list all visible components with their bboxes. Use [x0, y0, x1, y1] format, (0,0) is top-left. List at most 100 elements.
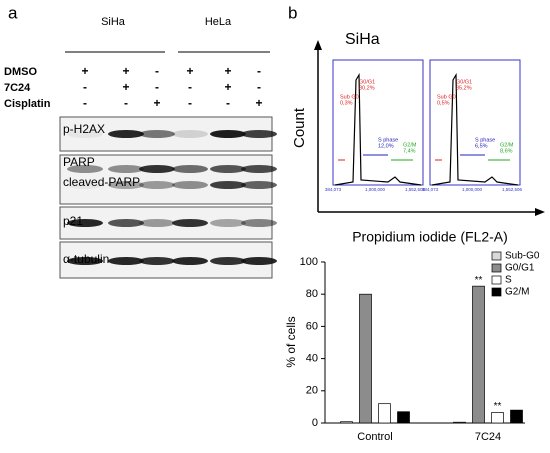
bar: [491, 412, 504, 424]
y-tick-label: 40: [306, 353, 318, 365]
legend-swatch: [491, 275, 502, 285]
treatment-label: DMSO: [4, 66, 37, 78]
bar: [359, 293, 372, 424]
blot-label: α-tubulin: [63, 252, 109, 266]
legend-swatch: [491, 263, 502, 273]
band: [241, 165, 277, 173]
y-tick-label: 60: [306, 320, 318, 332]
legend-label: G2/M: [505, 287, 529, 298]
legend-label: G0/G1: [505, 263, 535, 274]
band: [172, 181, 208, 189]
y-tick-label: 20: [306, 385, 318, 397]
flow-x-tick: 1,552,506: [502, 187, 523, 192]
treatment-sign: -: [124, 96, 128, 110]
band: [108, 181, 144, 189]
gate-value: 85,2%: [456, 85, 472, 91]
band: [67, 165, 103, 173]
treatment-sign: -: [188, 96, 192, 110]
treatment-label: 7C24: [4, 82, 31, 94]
arrow-head: [535, 208, 545, 216]
band: [172, 130, 208, 138]
gate-label: G0/G1: [359, 79, 375, 85]
x-tick-label: Control: [357, 431, 392, 443]
legend-swatch: [491, 287, 502, 297]
band: [241, 130, 277, 138]
flow-plot-frame: [332, 59, 424, 186]
y-axis-label: % of cells: [284, 316, 298, 367]
significance: **: [475, 275, 483, 286]
band: [172, 219, 208, 227]
flow-x-tick: 1,552,506: [405, 187, 426, 192]
treatment-sign: +: [122, 80, 129, 94]
band: [139, 165, 175, 173]
significance: **: [494, 401, 502, 412]
gate-label: G2/M: [403, 142, 417, 148]
band: [210, 165, 246, 173]
cell-line-label: HeLa: [205, 16, 232, 28]
flow-plot-frame: [429, 59, 521, 186]
bar: [472, 285, 485, 424]
bar: [453, 421, 466, 424]
blot-label: cleaved-PARP: [63, 175, 140, 189]
band: [241, 181, 277, 189]
treatment-sign: +: [81, 64, 88, 78]
treatment-sign: -: [83, 80, 87, 94]
y-tick-label: 80: [306, 288, 318, 300]
treatment-sign: -: [226, 96, 230, 110]
flow-x-tick: 384,073: [325, 187, 342, 192]
gate-value: 12,0%: [378, 143, 394, 149]
legend-label: Sub-G0: [505, 251, 540, 262]
x-tick-label: 7C24: [475, 431, 501, 443]
bar: [510, 409, 523, 424]
legend-label: S: [505, 275, 512, 286]
treatment-sign: +: [224, 64, 231, 78]
gate-label: Sub G0: [340, 94, 359, 100]
gate-value: 8,6%: [500, 148, 513, 154]
flow-ylabel: Count: [291, 107, 308, 148]
flow-x-tick: 1,000,000: [462, 187, 483, 192]
flow-xlabel: Propidium iodide (FL2-A): [352, 229, 508, 245]
treatment-sign: -: [257, 64, 261, 78]
flow-x-tick: 1,000,000: [365, 187, 386, 192]
y-tick-label: 100: [300, 256, 318, 268]
band: [172, 257, 208, 265]
band: [139, 181, 175, 189]
blot-label: p-H2AX: [63, 122, 105, 136]
band: [241, 257, 277, 265]
band: [67, 181, 103, 189]
treatment-sign: -: [83, 96, 87, 110]
blot-box: [59, 154, 273, 205]
treatment-sign: -: [155, 64, 159, 78]
treatment-sign: -: [188, 80, 192, 94]
band: [139, 130, 175, 138]
bar: [378, 403, 391, 424]
flow-title: SiHa: [345, 31, 380, 48]
gate-value: 6,5%: [475, 143, 488, 149]
panel-letter: b: [288, 3, 297, 22]
gate-label: S phase: [378, 137, 398, 143]
treatment-label: Cisplatin: [4, 98, 51, 110]
band: [108, 257, 144, 265]
panel-letter: a: [8, 3, 18, 22]
gate-label: Sub G0: [437, 94, 456, 100]
gate-value: 0,3%: [340, 100, 353, 106]
band: [108, 165, 144, 173]
gate-label: G2/M: [500, 142, 514, 148]
blot-label: PARP: [63, 155, 95, 169]
histogram: [334, 72, 422, 186]
treatment-sign: +: [255, 96, 262, 110]
band: [210, 219, 246, 227]
gate-label: G0/G1: [456, 79, 472, 85]
band: [139, 219, 175, 227]
gate-value: 0,5%: [437, 100, 450, 106]
bar: [397, 411, 410, 424]
legend-swatch: [491, 251, 502, 261]
treatment-sign: +: [224, 80, 231, 94]
band: [210, 181, 246, 189]
band: [108, 130, 144, 138]
band: [67, 257, 103, 265]
treatment-sign: -: [257, 80, 261, 94]
blot-label: p21: [63, 214, 83, 228]
gate-label: S phase: [475, 137, 495, 143]
